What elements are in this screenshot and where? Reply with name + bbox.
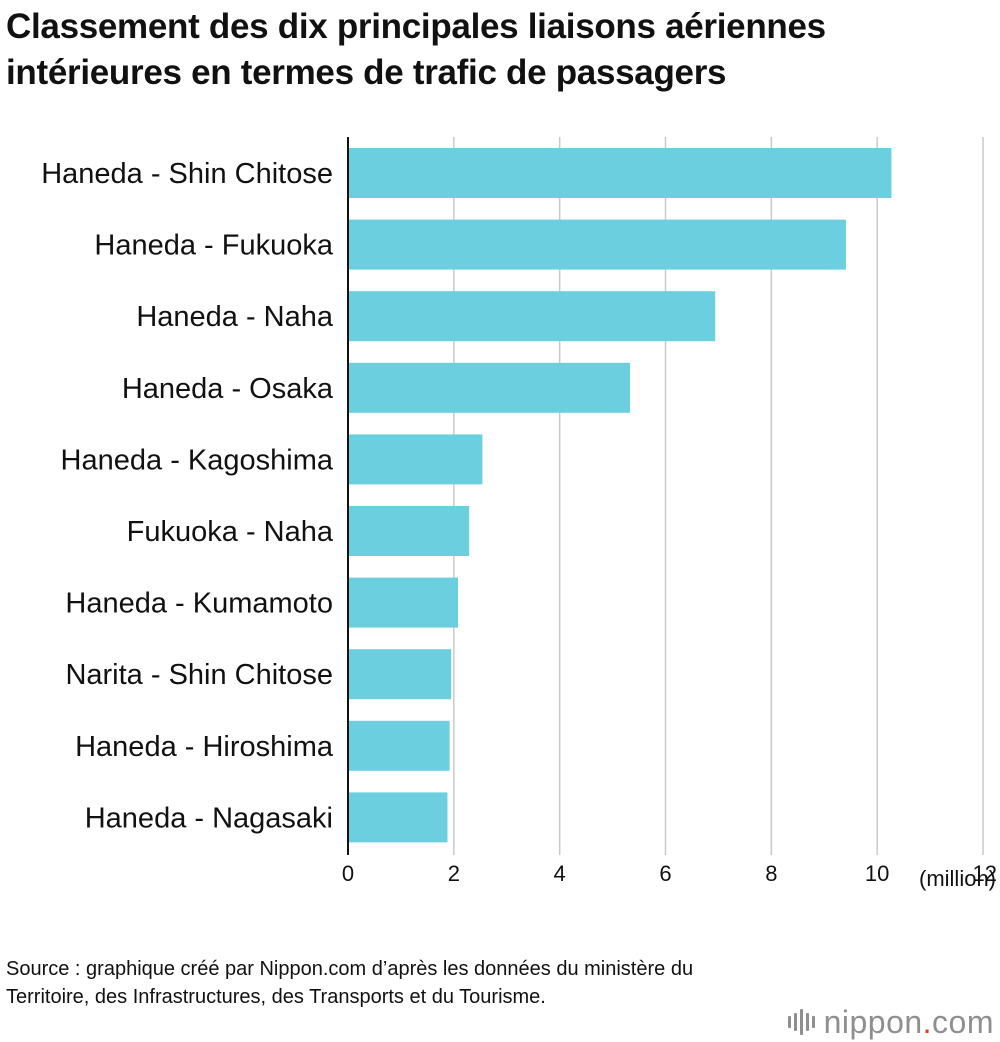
category-label: Haneda - Osaka (122, 373, 334, 405)
category-label: Haneda - Kumamoto (65, 588, 333, 620)
category-label: Narita - Shin Chitose (65, 659, 333, 691)
x-tick-labels: 0 2 4 6 8 10 12 (342, 861, 997, 886)
category-label: Haneda - Naha (136, 301, 334, 333)
bar-haneda-naha (348, 291, 716, 342)
x-tick-label: 6 (659, 861, 671, 886)
category-labels: Haneda - Shin Chitose Haneda - Fukuoka Han… (41, 158, 334, 834)
x-tick-label: 10 (865, 861, 889, 886)
x-tick-label: 12 (973, 861, 997, 886)
x-tick-label: 0 (342, 861, 354, 886)
category-label: Fukuoka - Naha (127, 516, 334, 548)
category-label: Haneda - Kagoshima (61, 444, 334, 476)
x-tick-label: 4 (554, 861, 566, 886)
bar-haneda-shin-chitose (348, 148, 892, 198)
nippon-sound-bars-icon (787, 1007, 815, 1037)
category-label: Haneda - Fukuoka (94, 230, 333, 262)
bar-fukuoka-naha (348, 506, 470, 556)
logo-suffix: com (932, 1004, 994, 1040)
bar-haneda-osaka (348, 362, 631, 413)
bar-haneda-hiroshima (348, 720, 450, 771)
bar-haneda-kagoshima (348, 434, 483, 485)
bar-haneda-nagasaki (348, 792, 448, 843)
bar-haneda-fukuoka (348, 219, 846, 270)
bars (348, 148, 892, 843)
category-label: Haneda - Hiroshima (75, 731, 334, 763)
bar-haneda-kumamoto (348, 577, 459, 628)
nippon-com-logo[interactable]: nippon. com (787, 1004, 994, 1040)
logo-dot: . (922, 1004, 933, 1040)
x-axis-unit-label: (million) (919, 866, 996, 891)
x-tick-label: 2 (448, 861, 460, 886)
source-note: Source : graphique créé par Nippon.com d… (6, 958, 694, 1008)
chart-title: Classement des dix principales liaisons … (6, 7, 826, 92)
category-label: Haneda - Nagasaki (85, 802, 333, 834)
bar-narita-shin-chitose (348, 649, 452, 700)
x-tick-label: 8 (765, 861, 777, 886)
logo-name: nippon (823, 1004, 923, 1040)
category-label: Haneda - Shin Chitose (41, 158, 333, 190)
